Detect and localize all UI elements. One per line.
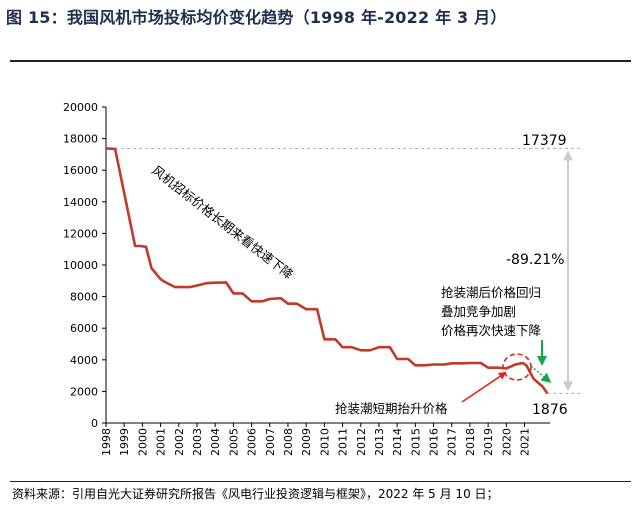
x-tick-label: 1999 <box>118 428 131 456</box>
x-tick-label: 2000 <box>136 428 149 456</box>
x-tick-label: 2015 <box>409 428 422 456</box>
x-tick-label: 2016 <box>428 428 441 456</box>
y-tick-label: 20000 <box>63 101 98 114</box>
rush-label: 抢装潮短期抬升价格 <box>335 401 448 416</box>
y-tick-label: 12000 <box>63 227 98 240</box>
y-tick-label: 6000 <box>70 322 98 335</box>
source-divider <box>10 481 631 482</box>
x-tick-label: 2001 <box>155 428 168 456</box>
y-tick-label: 0 <box>91 417 98 430</box>
figure-title: 图 15：我国风机市场投标均价变化趋势（1998 年-2022 年 3 月） <box>6 8 507 27</box>
y-tick-label: 8000 <box>70 291 98 304</box>
final-value-label: 1876 <box>532 402 568 418</box>
title-divider <box>10 60 631 62</box>
x-axis: 1998 1999 2000 2001 2002 2003 2004 2005 2006 2007… <box>100 422 550 456</box>
x-tick-label: 2013 <box>373 428 386 456</box>
drop-percent-label: -89.21% <box>506 252 564 268</box>
rush-arrow <box>461 371 507 403</box>
x-tick-label: 1998 <box>100 428 113 456</box>
x-tick-label: 2006 <box>246 428 259 456</box>
x-tick-label: 2003 <box>191 428 204 456</box>
x-tick-label: 2002 <box>173 428 186 456</box>
x-tick-label: 2008 <box>282 428 295 456</box>
y-tick-label: 16000 <box>63 164 98 177</box>
source-note: 资料来源：引用自光大证券研究所报告《风电行业投资逻辑与框架》，2022 年 5 … <box>12 487 499 501</box>
x-tick-label: 2012 <box>355 428 368 456</box>
recent-label-line-3: 价格再次快速下降 <box>441 323 542 338</box>
y-tick-label: 4000 <box>70 354 98 367</box>
x-tick-label: 2009 <box>300 428 313 456</box>
x-tick-label: 2021 <box>519 428 532 456</box>
peak-value-label: 17379 <box>522 133 567 149</box>
x-tick-label: 2017 <box>446 428 459 456</box>
rush-highlight-circle <box>502 353 532 381</box>
y-axis: 0 2000 4000 6000 8000 10000 12000 14000 16000 180… <box>63 101 107 430</box>
trend-annotation: 风机招标价格长期来看快速下降 <box>149 163 297 283</box>
y-tick-label: 2000 <box>70 385 98 398</box>
series-line <box>105 147 549 395</box>
x-tick-label: 2020 <box>500 428 513 456</box>
x-tick-label: 2011 <box>337 428 350 456</box>
x-tick-label: 2019 <box>482 428 495 456</box>
recent-label-line-2: 叠加竞争加剧 <box>441 304 516 319</box>
recent-label-line-1: 抢装潮后价格回归 <box>441 285 541 300</box>
x-tick-label: 2005 <box>227 428 240 456</box>
x-tick-label: 2014 <box>391 428 404 456</box>
x-tick-label: 2010 <box>318 428 331 456</box>
y-tick-label: 14000 <box>63 196 98 209</box>
x-tick-label: 2018 <box>464 428 477 456</box>
y-tick-label: 10000 <box>63 259 98 272</box>
x-tick-label: 2004 <box>209 428 222 456</box>
y-tick-label: 18000 <box>63 133 98 146</box>
x-tick-label: 2007 <box>264 428 277 456</box>
